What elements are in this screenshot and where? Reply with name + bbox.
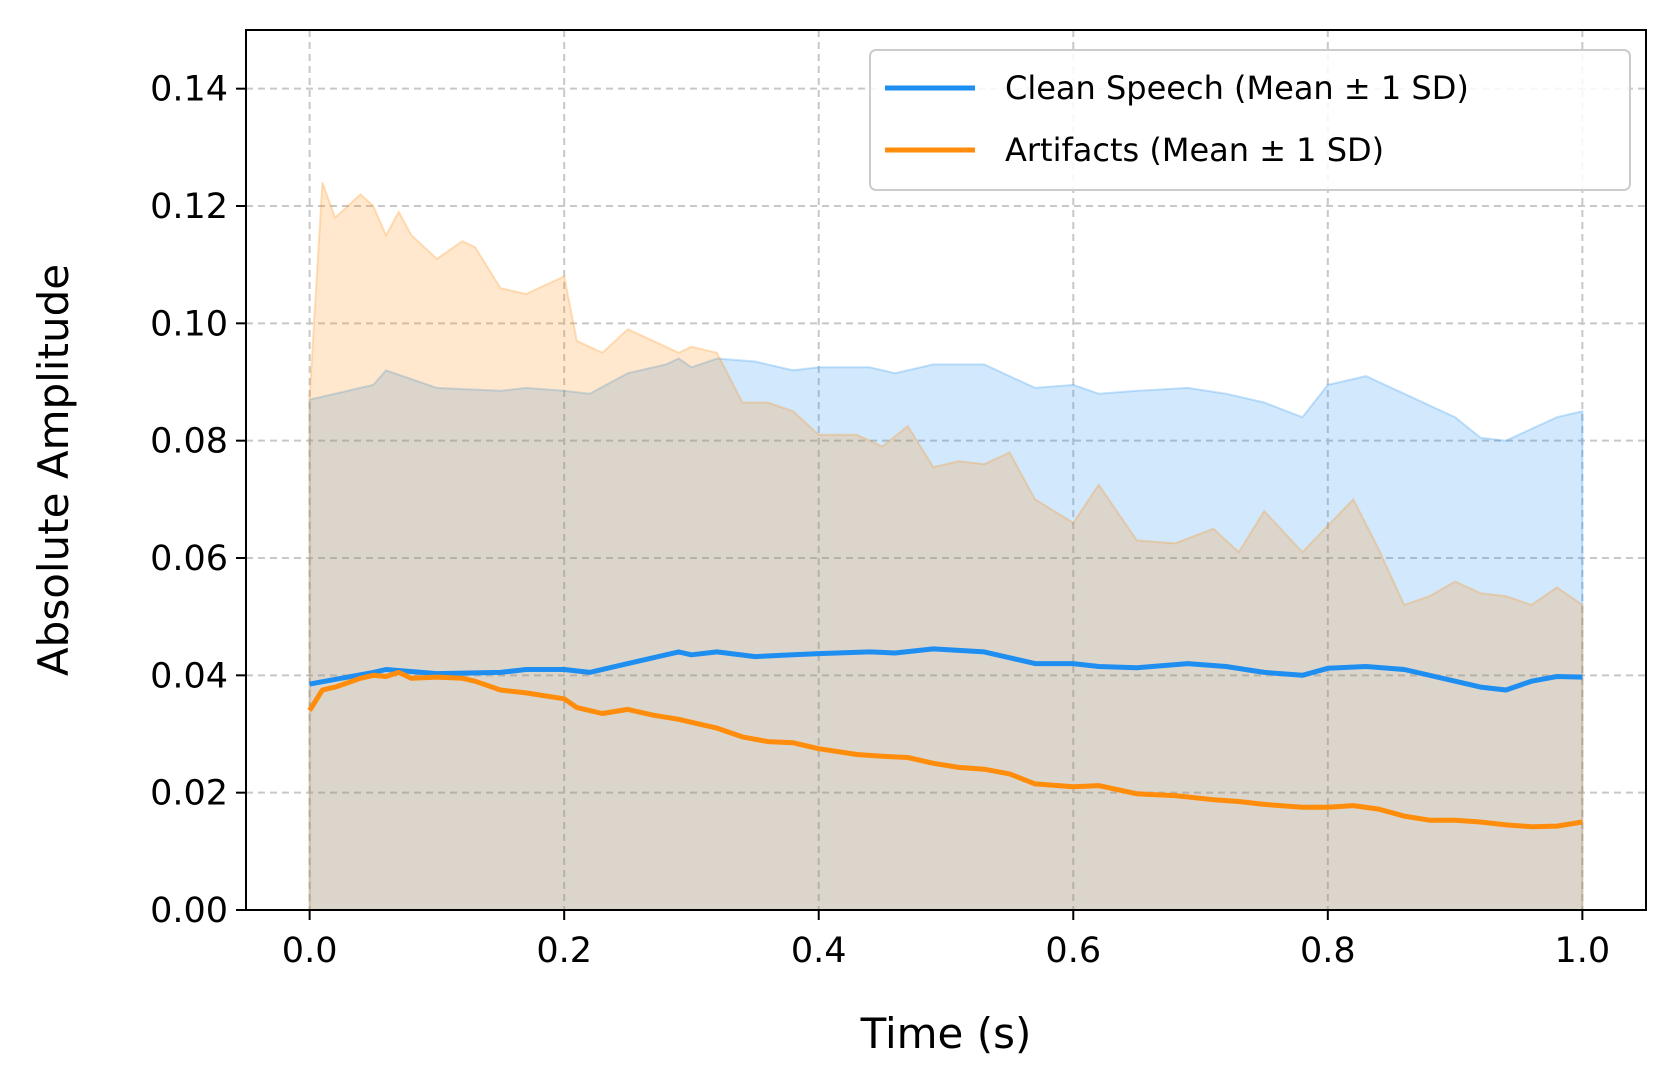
x-tick-label: 0.4 xyxy=(791,931,847,971)
y-tick-label: 0.00 xyxy=(150,891,228,931)
legend: Clean Speech (Mean ± 1 SD) Artifacts (Me… xyxy=(869,49,1631,191)
mean-line-clean-speech xyxy=(309,646,1583,693)
y-tick-label: 0.10 xyxy=(150,304,228,344)
y-axis-title: Absolute Amplitude xyxy=(29,264,78,676)
x-axis-title: Time (s) xyxy=(860,1009,1032,1058)
band-layer xyxy=(308,182,1584,911)
tick-layer: 0.0 0.2 0.4 0.6 0.8 1.0 0.00 0.02 0.04 0.06 0.08 0.… xyxy=(150,70,1610,971)
y-tick-label: 0.08 xyxy=(150,422,228,462)
y-tick-label: 0.04 xyxy=(150,656,228,696)
legend-box xyxy=(869,49,1631,191)
y-tick-label: 0.14 xyxy=(150,70,228,110)
y-tick-label: 0.02 xyxy=(150,774,228,814)
y-tick-label: 0.12 xyxy=(150,187,228,227)
mean-line-artifacts xyxy=(307,669,1583,830)
x-tick-label: 1.0 xyxy=(1555,931,1611,971)
legend-label-artifacts: Artifacts (Mean ± 1 SD) xyxy=(1005,131,1384,169)
plot-frame xyxy=(245,29,1647,911)
x-tick-label: 0.6 xyxy=(1045,931,1101,971)
x-tick-label: 0.2 xyxy=(536,931,592,971)
line-layer xyxy=(307,646,1583,830)
y-tick-label: 0.06 xyxy=(150,539,228,579)
x-tick-label: 0.0 xyxy=(282,931,338,971)
legend-label-clean-speech: Clean Speech (Mean ± 1 SD) xyxy=(1005,69,1469,107)
x-tick-label: 0.8 xyxy=(1300,931,1356,971)
